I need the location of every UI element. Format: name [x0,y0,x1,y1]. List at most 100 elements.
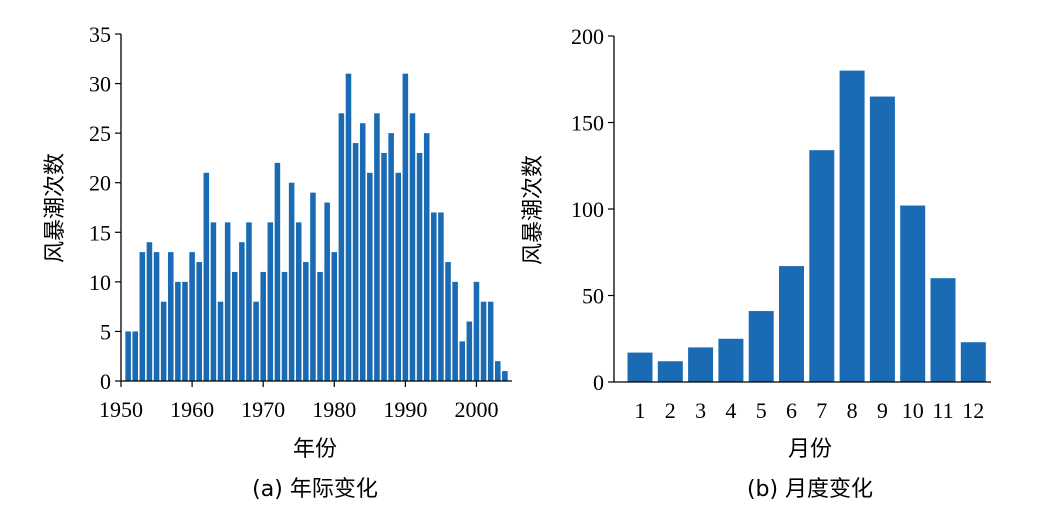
x-axis-title: 月份 [788,437,832,462]
bar-year-1996 [445,262,451,381]
x-tick-label: 1990 [383,397,427,422]
bar-year-2003 [495,361,501,381]
y-tick-label: 15 [89,220,111,245]
bar-year-2000 [473,281,480,381]
bar-month-12 [960,342,986,382]
bar-month-1 [627,352,653,382]
chart-annual: 0 5 10 15 20 25 30 35 1950 1960 1970 1980 1990 2000 年份… [43,22,512,502]
chart-caption: (a) 年际变化 [252,477,378,502]
bar-month-7 [809,150,835,382]
y-tick-label: 200 [571,24,604,49]
bar-month-9 [869,96,895,383]
bar-year-1979 [324,202,330,381]
bar-year-1962 [203,172,210,381]
bar-year-1955 [153,252,160,381]
chart-caption: (b) 月度变化 [747,477,873,502]
bar-year-1968 [246,222,252,381]
x-tick-label: 2 [665,398,676,423]
bar-year-1991 [409,113,416,381]
bar-year-1986 [374,113,380,381]
bar-year-2001 [480,301,487,381]
bar-year-1964 [217,301,224,381]
bar-year-1994 [431,212,437,381]
bar-month-4 [718,338,744,382]
bar-year-1977 [310,192,316,381]
x-tick-label: 12 [962,398,984,423]
bar-month-5 [748,311,774,382]
x-tick-label: 8 [847,398,858,423]
bar-month-6 [779,266,804,382]
x-tick-label: 4 [725,398,736,423]
bar-year-1958 [175,281,181,381]
bar-year-1954 [146,242,153,381]
bar-month-11 [930,278,956,382]
bar-year-1976 [303,262,309,381]
bar-year-1959 [182,281,188,381]
bar-year-1951 [125,331,131,381]
y-tick-label: 35 [89,22,111,47]
y-tick-label: 100 [571,197,604,222]
bar-year-1984 [359,123,366,381]
bar-year-1980 [331,252,338,381]
bar-year-1970 [260,271,266,381]
y-tick-label: 30 [89,72,111,97]
x-tick-label: 1970 [241,397,285,422]
bar-year-1983 [352,143,359,381]
x-tick-label: 2000 [454,397,498,422]
bar-year-1956 [160,301,167,381]
bar-year-1960 [189,252,195,381]
bar-year-1987 [381,152,387,381]
x-tick-label: 7 [816,398,827,423]
x-tick-label: 1980 [312,397,356,422]
y-tick-label: 10 [89,270,111,295]
bar-year-1988 [388,133,394,381]
bar-year-1985 [367,172,373,381]
bar-year-1966 [231,271,238,381]
bar-year-1963 [210,222,217,381]
bar-month-8 [839,70,865,382]
x-axis-title: 年份 [293,437,337,462]
y-tick-label: 50 [582,284,604,309]
bar-year-1952 [132,331,138,381]
bar-year-1990 [402,73,409,381]
bar-year-1992 [416,152,423,381]
y-tick-label: 0 [100,369,111,394]
y-tick-label: 5 [100,319,111,344]
bar-year-1999 [466,321,473,381]
x-tick-label: 1960 [170,397,214,422]
y-axis-title: 风暴潮次数 [43,153,68,263]
x-tick-label: 10 [902,398,924,423]
x-tick-label: 6 [786,398,797,423]
bar-year-1993 [423,133,430,381]
bar-year-1974 [288,182,295,381]
bar-month-10 [900,205,926,382]
y-tick-label: 25 [89,121,111,146]
bar-year-1971 [267,222,274,381]
x-tick-label: 5 [756,398,767,423]
bar-year-2002 [487,301,494,381]
bar-year-1997 [452,281,458,381]
y-tick-label: 0 [593,370,604,395]
x-tick-label: 1950 [99,397,143,422]
bar-year-1998 [459,341,466,381]
bar-year-1961 [196,262,202,381]
bar-year-1982 [345,73,352,381]
bar-year-1978 [317,271,323,381]
bar-year-1953 [139,252,146,381]
bar-year-1973 [281,271,288,381]
bar-year-1989 [395,172,402,381]
bar-year-1981 [338,113,345,381]
bar-year-1969 [253,301,259,381]
y-axis-title: 风暴潮次数 [521,155,546,265]
x-tick-label: 3 [695,398,706,423]
y-tick-label: 150 [571,111,604,136]
bar-year-1967 [239,242,245,381]
x-tick-label: 9 [877,398,888,423]
bar-year-1957 [167,252,174,381]
bar-year-1975 [295,222,302,381]
bar-year-1995 [438,212,444,381]
bar-year-2004 [502,371,508,381]
